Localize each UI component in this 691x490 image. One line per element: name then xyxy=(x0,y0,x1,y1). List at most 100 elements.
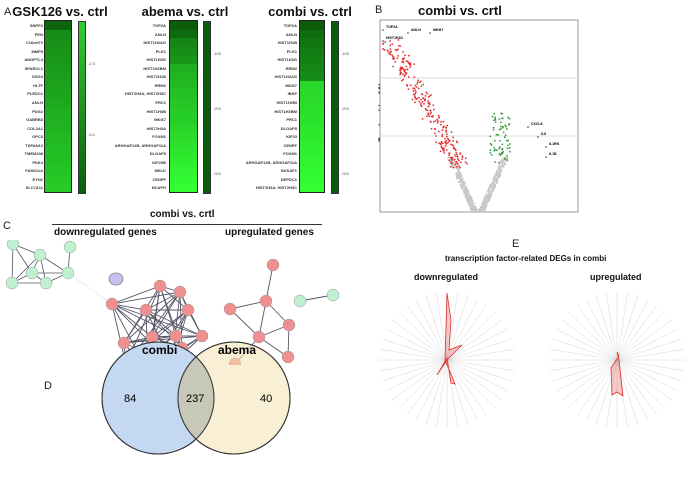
heatmap-row-label: ANGPTL4 xyxy=(24,57,43,63)
volcano-point-ns xyxy=(463,192,466,195)
volcano-point-up xyxy=(505,128,508,130)
volcano-point-down xyxy=(401,66,404,69)
network-edge xyxy=(151,309,189,338)
volcano-point-up xyxy=(508,150,511,153)
volcano-point-down xyxy=(399,69,402,72)
volcano-point-down xyxy=(440,121,443,123)
volcano-gene-label: HIST1H1D xyxy=(386,36,403,40)
volcano-point-ns xyxy=(488,193,491,195)
heatmap-cell xyxy=(45,115,71,125)
volcano-point-ns xyxy=(479,210,482,213)
volcano-point-up xyxy=(494,116,497,119)
volcano-point-ns xyxy=(495,173,498,176)
volcano-point-down xyxy=(389,44,392,47)
radar-axis xyxy=(616,359,673,401)
volcano-point-down xyxy=(445,129,447,132)
volcano-point-ns xyxy=(470,204,473,207)
venn-label-combi: combi xyxy=(142,343,177,357)
volcano-point-down xyxy=(448,139,451,142)
heatmap-cell xyxy=(45,132,71,142)
volcano-point-down xyxy=(464,161,467,164)
heatmap-row-label: HIST2H3A; HIST2H3C xyxy=(255,185,297,191)
volcano-point-down xyxy=(449,165,452,168)
venn-overlap xyxy=(177,356,215,440)
volcano-point-ns xyxy=(458,173,461,176)
radar-axis xyxy=(561,359,618,401)
volcano-point-ns xyxy=(500,168,503,171)
volcano-point-down xyxy=(413,87,416,90)
volcano-point-ns xyxy=(497,174,500,177)
network-edge xyxy=(111,291,181,305)
volcano-point-down xyxy=(431,115,434,118)
volcano-point-ns xyxy=(495,171,498,174)
volcano-point-ns xyxy=(482,208,485,211)
volcano-point-down xyxy=(420,85,423,88)
volcano-point-down xyxy=(396,57,399,60)
volcano-point-down xyxy=(406,85,409,87)
volcano-point-ns xyxy=(494,184,497,187)
radar-axis xyxy=(616,359,658,416)
volcano-point-ns xyxy=(459,183,462,186)
volcano-point-ns xyxy=(497,170,500,173)
volcano-point-ns xyxy=(486,197,488,200)
volcano-point-ns xyxy=(461,177,464,180)
heatmap-row-label: TMEM158 xyxy=(24,151,43,157)
volcano-point-down xyxy=(445,149,448,151)
network-node xyxy=(195,329,209,343)
volcano-point-ns xyxy=(468,193,471,196)
volcano-point-down xyxy=(440,123,442,126)
volcano-point-ns xyxy=(498,163,501,166)
volcano-point-up xyxy=(493,139,496,142)
volcano-point-up xyxy=(506,159,509,161)
volcano-point-ns xyxy=(458,169,460,172)
volcano-point-down xyxy=(445,127,448,129)
volcano-point-ns xyxy=(505,157,508,160)
heatmap-cell xyxy=(170,174,197,184)
volcano-point-down xyxy=(432,120,435,123)
network-edge xyxy=(111,303,153,338)
radar-axis xyxy=(616,349,685,361)
volcano-point-up xyxy=(500,148,503,151)
volcano-point-down xyxy=(455,165,458,168)
heatmap-cell xyxy=(170,157,197,167)
volcano-point-down xyxy=(448,152,451,155)
radar-axis xyxy=(616,359,682,382)
volcano-point-down xyxy=(391,54,394,57)
heatmap-cell xyxy=(300,89,324,99)
volcano-point-down xyxy=(443,147,446,150)
volcano-point-ns xyxy=(492,181,494,184)
volcano-point-up xyxy=(506,147,509,150)
volcano-point-ns xyxy=(481,202,484,205)
radar-axis xyxy=(382,359,448,382)
volcano-point-down xyxy=(390,50,393,53)
volcano-point-up xyxy=(508,123,511,125)
volcano-point-ns xyxy=(470,209,473,212)
venn-count-both: 237 xyxy=(186,393,204,405)
volcano-point-up xyxy=(505,125,507,128)
volcano-point-down xyxy=(432,104,435,107)
radar-axis xyxy=(561,319,618,361)
volcano-point-up xyxy=(493,112,496,115)
volcano-point-down xyxy=(425,108,427,111)
volcano-point-ns xyxy=(466,193,469,196)
volcano-point-down xyxy=(386,49,389,52)
volcano-point-down xyxy=(455,151,458,154)
volcano-point-ns xyxy=(485,201,488,204)
volcano-point-ns xyxy=(493,175,496,178)
network-node xyxy=(169,329,183,343)
radar-axis xyxy=(616,338,682,361)
volcano-point-up xyxy=(495,149,498,152)
volcano-point-down xyxy=(415,98,418,101)
volcano-point-ns xyxy=(491,185,494,188)
volcano-point-down xyxy=(427,113,430,116)
volcano-point-down xyxy=(454,163,457,166)
radar-axis xyxy=(552,359,618,382)
volcano-point-up xyxy=(499,139,501,142)
volcano-point-down xyxy=(451,156,454,159)
volcano-point-down xyxy=(430,111,433,114)
volcano-point-ns xyxy=(486,199,488,202)
volcano-point-down xyxy=(461,158,464,161)
heatmap-cell xyxy=(45,55,71,65)
volcano-point-up xyxy=(498,152,501,155)
heatmap-row-label: CENPF xyxy=(152,176,166,182)
